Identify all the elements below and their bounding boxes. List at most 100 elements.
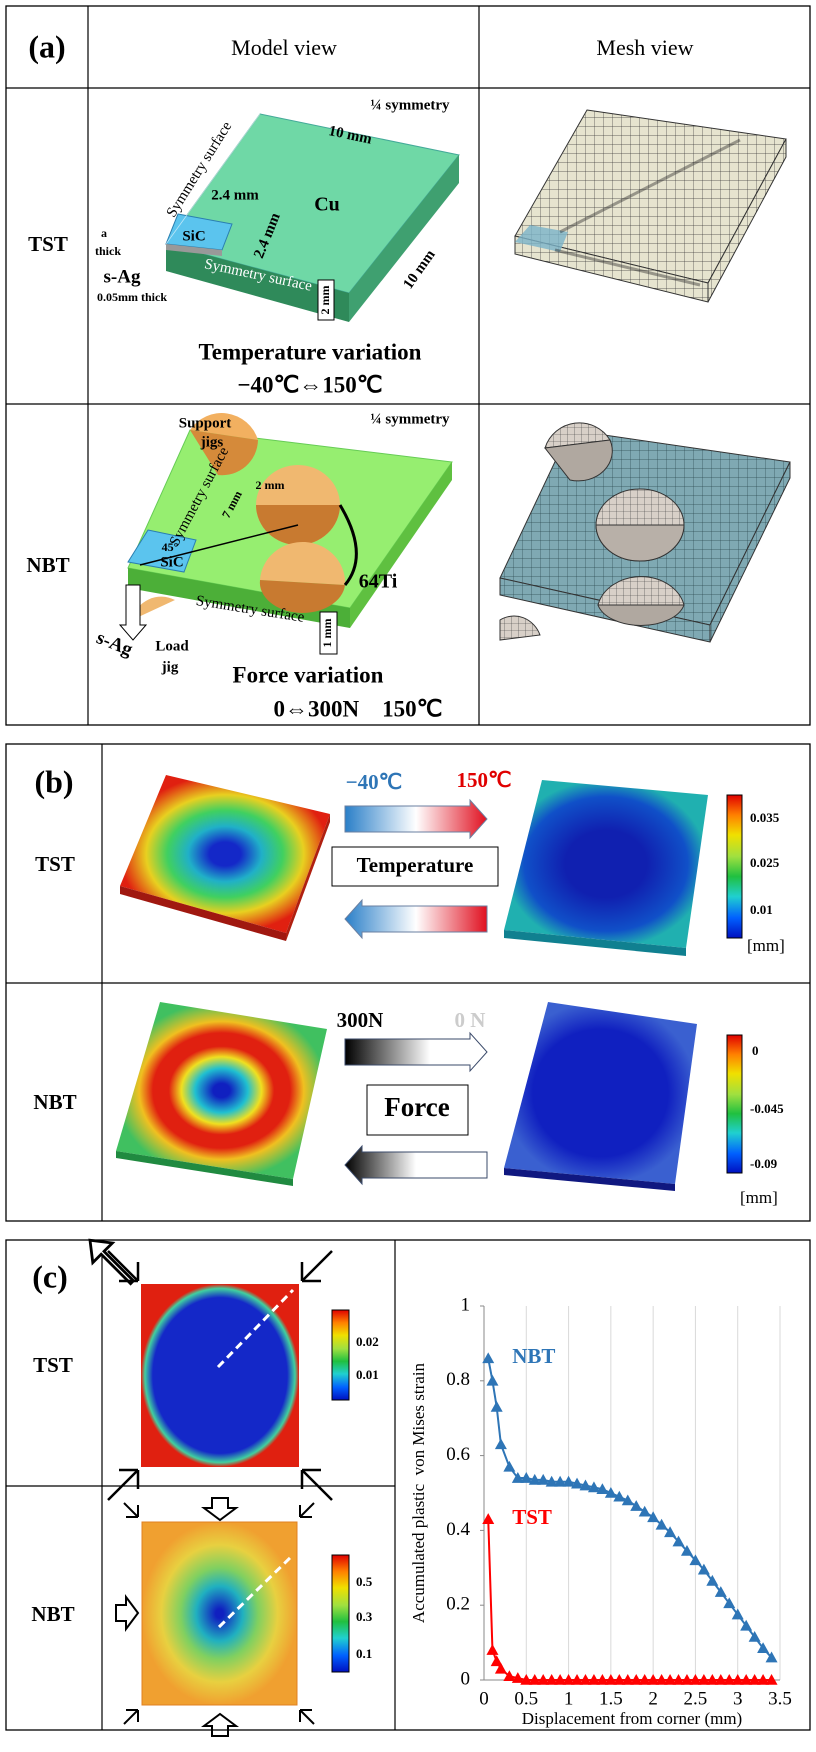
colorbar-label: 0.025 [750, 855, 780, 870]
arrow [345, 900, 487, 938]
annotation: Load [155, 638, 189, 654]
panel-c: (c) TST NBT 0.02 0.01 0.5 0.3 0.1 Accumu… [6, 1240, 810, 1736]
annotation: 2 mm [318, 286, 332, 315]
row-label: TST [35, 852, 75, 876]
caption: −40℃⇔150℃ [237, 372, 382, 397]
colorbar-label: 0 [752, 1043, 759, 1058]
annotation: Cu [314, 194, 340, 216]
x-tick-label: 1.5 [599, 1688, 623, 1709]
annotation: 1 mm [320, 619, 334, 648]
colorbar-label: 0.01 [750, 902, 773, 917]
colorbar-label: 0.5 [356, 1574, 373, 1589]
row-label: TST [28, 232, 68, 256]
annotation: 2.4 mm [211, 187, 259, 203]
marker [486, 1644, 498, 1655]
panel-label: (c) [32, 1258, 68, 1294]
y-tick-label: 0.4 [446, 1519, 470, 1540]
annotation: jig [161, 659, 179, 675]
series-label: TST [512, 1505, 552, 1529]
marker [647, 1511, 659, 1522]
caption: 0⇔300N 150℃ [274, 696, 443, 721]
marker [630, 1500, 642, 1511]
marker [495, 1438, 507, 1449]
contour-plot [141, 1284, 299, 1467]
arrow [345, 1033, 487, 1071]
tst-mesh [515, 110, 786, 302]
marker [486, 1375, 498, 1386]
annotation: thick [95, 244, 121, 258]
colorbar-label: 0.3 [356, 1609, 373, 1624]
annotation: 0.05mm thick [97, 290, 167, 304]
contour-plot [504, 1002, 697, 1184]
nbt-model [120, 413, 452, 640]
column-header: Mesh view [596, 35, 693, 60]
annotation: s-Ag [104, 266, 141, 287]
colorbar [332, 1310, 349, 1400]
marker [503, 1461, 515, 1472]
x-tick-label: 3 [733, 1688, 743, 1709]
marker [491, 1401, 503, 1412]
row-label: TST [33, 1353, 73, 1377]
contour-plot [142, 1522, 297, 1705]
y-tick-label: 0.8 [446, 1369, 470, 1390]
colorbar-label: -0.09 [750, 1156, 778, 1171]
annotation: 10 mm [400, 247, 438, 292]
annotation: ¼ symmetry [370, 97, 450, 113]
arrow [345, 800, 487, 838]
annotation: 45° [162, 540, 179, 554]
marker [639, 1506, 651, 1517]
row-label: NBT [31, 1602, 74, 1626]
colorbar-label: 0.02 [356, 1334, 379, 1349]
range-label: 300N [337, 1008, 384, 1032]
colorbar [727, 795, 742, 938]
arrow [345, 1146, 487, 1184]
box-label: Temperature [357, 853, 474, 877]
annotation: 2 mm [256, 478, 285, 492]
x-tick-label: 0.5 [514, 1688, 538, 1709]
y-tick-label: 0.6 [446, 1444, 470, 1465]
row-label: NBT [26, 553, 69, 577]
colorbar-label: -0.045 [750, 1101, 784, 1116]
contour-plot [504, 780, 708, 948]
x-tick-label: 2.5 [684, 1688, 708, 1709]
caption: Temperature variation [199, 339, 422, 364]
unit-label: [mm] [740, 1188, 778, 1207]
y-tick-label: 1 [461, 1294, 471, 1315]
caption: Force variation [233, 662, 384, 687]
panel-a: (a) Model view Mesh view TST NBT ¼ symme… [6, 6, 810, 725]
figure: (a) Model view Mesh view TST NBT ¼ symme… [0, 0, 816, 1752]
column-header: Model view [231, 35, 337, 60]
x-axis-label: Displacement from corner (mm) [522, 1709, 742, 1728]
annotation: a [101, 226, 107, 240]
x-tick-label: 1 [564, 1688, 574, 1709]
load-arrows [90, 1240, 133, 1283]
panel-b: (b) TST NBT −40℃ 150℃ Temperature 0.035 … [6, 744, 810, 1221]
range-label: 0 N [455, 1008, 486, 1032]
contour-plot [120, 775, 330, 933]
box-label: Force [384, 1092, 449, 1122]
colorbar [727, 1035, 742, 1173]
x-tick-label: 0 [479, 1688, 489, 1709]
x-tick-label: 3.5 [768, 1688, 792, 1709]
row-label: NBT [33, 1090, 76, 1114]
annotation: SiC [182, 228, 205, 244]
chart: 0 0.5 1 1.5 2 2.5 3 3.5 0 0.2 0.4 0.6 0.8 1 NBT TST [446, 1294, 792, 1709]
unit-label: [mm] [747, 936, 785, 955]
y-axis-label: Accumulated plastic von Mises strain [409, 1362, 428, 1623]
colorbar-label: 0.01 [356, 1367, 379, 1382]
annotation: SiC [160, 554, 183, 570]
x-tick-label: 2 [648, 1688, 658, 1709]
y-tick-label: 0 [461, 1668, 471, 1689]
colorbar [332, 1555, 349, 1672]
annotation: ¼ symmetry [370, 411, 450, 427]
panel-label: (b) [34, 763, 73, 799]
colorbar-label: 0.035 [750, 810, 780, 825]
colorbar-label: 0.1 [356, 1646, 372, 1661]
panel-label: (a) [28, 28, 65, 64]
y-tick-label: 0.2 [446, 1594, 470, 1615]
annotation: Support [179, 415, 232, 431]
nbt-mesh [500, 423, 790, 642]
range-label: 150℃ [456, 768, 511, 792]
range-label: −40℃ [346, 770, 403, 794]
series-label: NBT [512, 1344, 555, 1368]
